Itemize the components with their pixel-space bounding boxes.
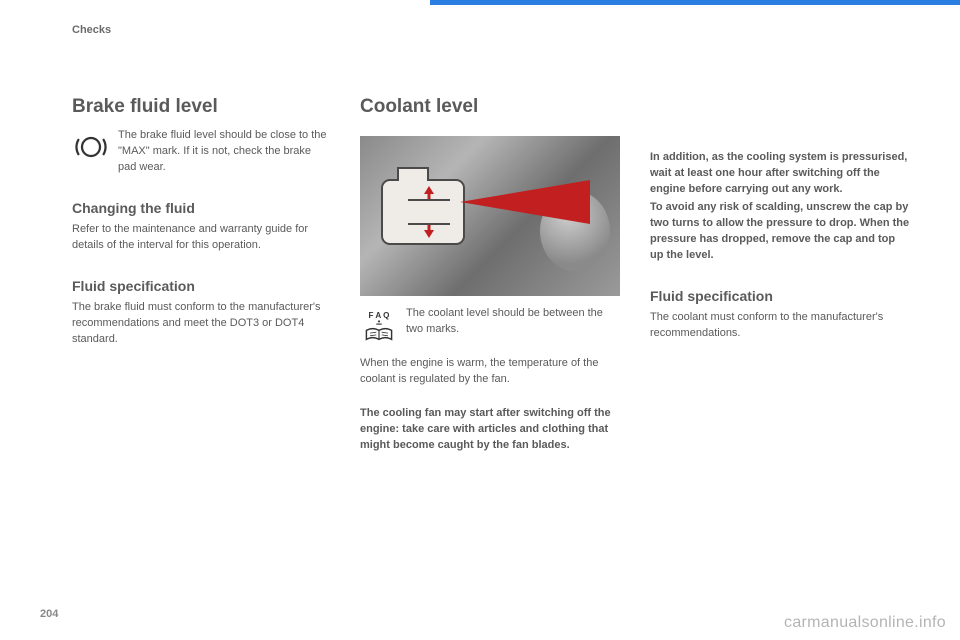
coolant-icon-note: The coolant level should be between the … (406, 306, 620, 338)
faq-book-icon: F A Q (360, 306, 398, 344)
brake-icon-row: The brake fluid level should be close to… (72, 128, 332, 176)
coolant-title: Coolant level (360, 96, 620, 118)
coolant-figure (360, 136, 620, 296)
watermark: carmanualsonline.info (784, 614, 946, 632)
reservoir-diagram (378, 166, 468, 246)
section-label: Checks (72, 24, 111, 36)
page-header: Checks (0, 0, 960, 28)
coolant-warm-text: When the engine is warm, the temperature… (360, 356, 620, 388)
brake-fluid-title: Brake fluid level (72, 96, 332, 118)
header-accent-bar (430, 0, 960, 5)
coolant-fan-warning: The cooling fan may start after switchin… (360, 406, 620, 454)
brake-warning-icon (72, 128, 110, 166)
page-number: 204 (40, 608, 58, 620)
brake-spec-text: The brake fluid must conform to the manu… (72, 300, 332, 348)
coolant-spec-text: The coolant must conform to the manufact… (650, 310, 910, 342)
column-coolant-extra: In addition, as the cooling system is pr… (650, 150, 910, 341)
changing-fluid-heading: Changing the fluid (72, 200, 332, 216)
pressurised-warning: In addition, as the cooling system is pr… (650, 150, 910, 198)
brake-spec-heading: Fluid specification (72, 278, 332, 294)
scalding-warning: To avoid any risk of scalding, unscrew t… (650, 200, 910, 264)
coolant-spec-heading: Fluid specification (650, 288, 910, 304)
column-brake-fluid: Brake fluid level The brake fluid level … (72, 96, 332, 348)
pointer-arrow (460, 180, 590, 236)
coolant-icon-row: F A Q The coolant level should be betwee… (360, 306, 620, 344)
svg-text:F A Q: F A Q (369, 311, 390, 320)
brake-icon-note: The brake fluid level should be close to… (118, 128, 332, 176)
changing-fluid-text: Refer to the maintenance and warranty gu… (72, 222, 332, 254)
column-coolant: Coolant level F A Q (360, 96, 620, 454)
